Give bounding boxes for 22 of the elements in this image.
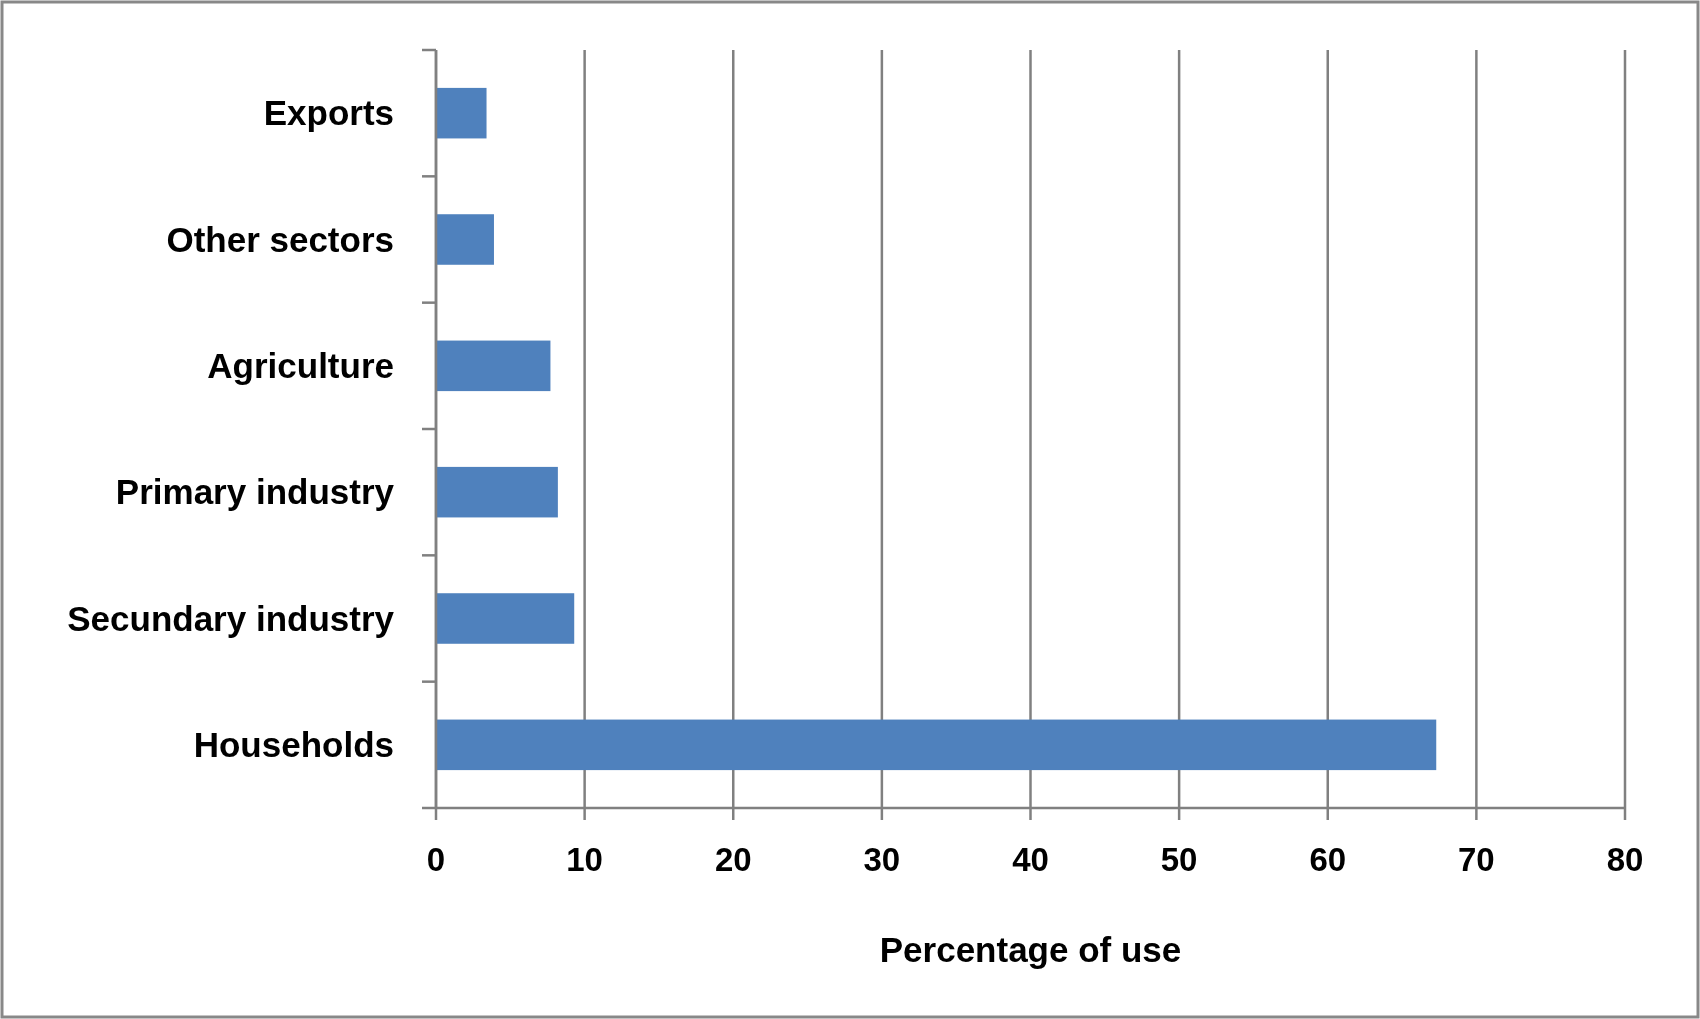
y-tick-label: Exports (263, 93, 394, 133)
x-tick-label: 50 (1160, 841, 1198, 878)
bar (436, 593, 575, 644)
y-tick-label: Other sectors (166, 219, 394, 259)
bar (436, 719, 1437, 771)
x-tick-label: 0 (426, 841, 446, 878)
x-tick-label: 30 (863, 841, 901, 878)
bar (436, 466, 558, 518)
x-tick-label: 10 (566, 841, 603, 878)
x-tick-label: 60 (1309, 841, 1347, 878)
bar (436, 340, 551, 392)
x-tick-label: 20 (714, 841, 752, 878)
bar (436, 87, 487, 139)
y-tick-label: Agriculture (207, 346, 394, 386)
y-tick-label: Secundary industry (67, 598, 395, 638)
y-tick-label: Households (193, 725, 394, 765)
x-tick-label: 80 (1606, 841, 1644, 878)
x-tick-label: 40 (1012, 841, 1049, 878)
bar (436, 214, 494, 265)
x-tick-label: 70 (1458, 841, 1495, 878)
x-axis-title: Percentage of use (879, 930, 1182, 969)
y-tick-label: Primary industry (115, 472, 395, 512)
